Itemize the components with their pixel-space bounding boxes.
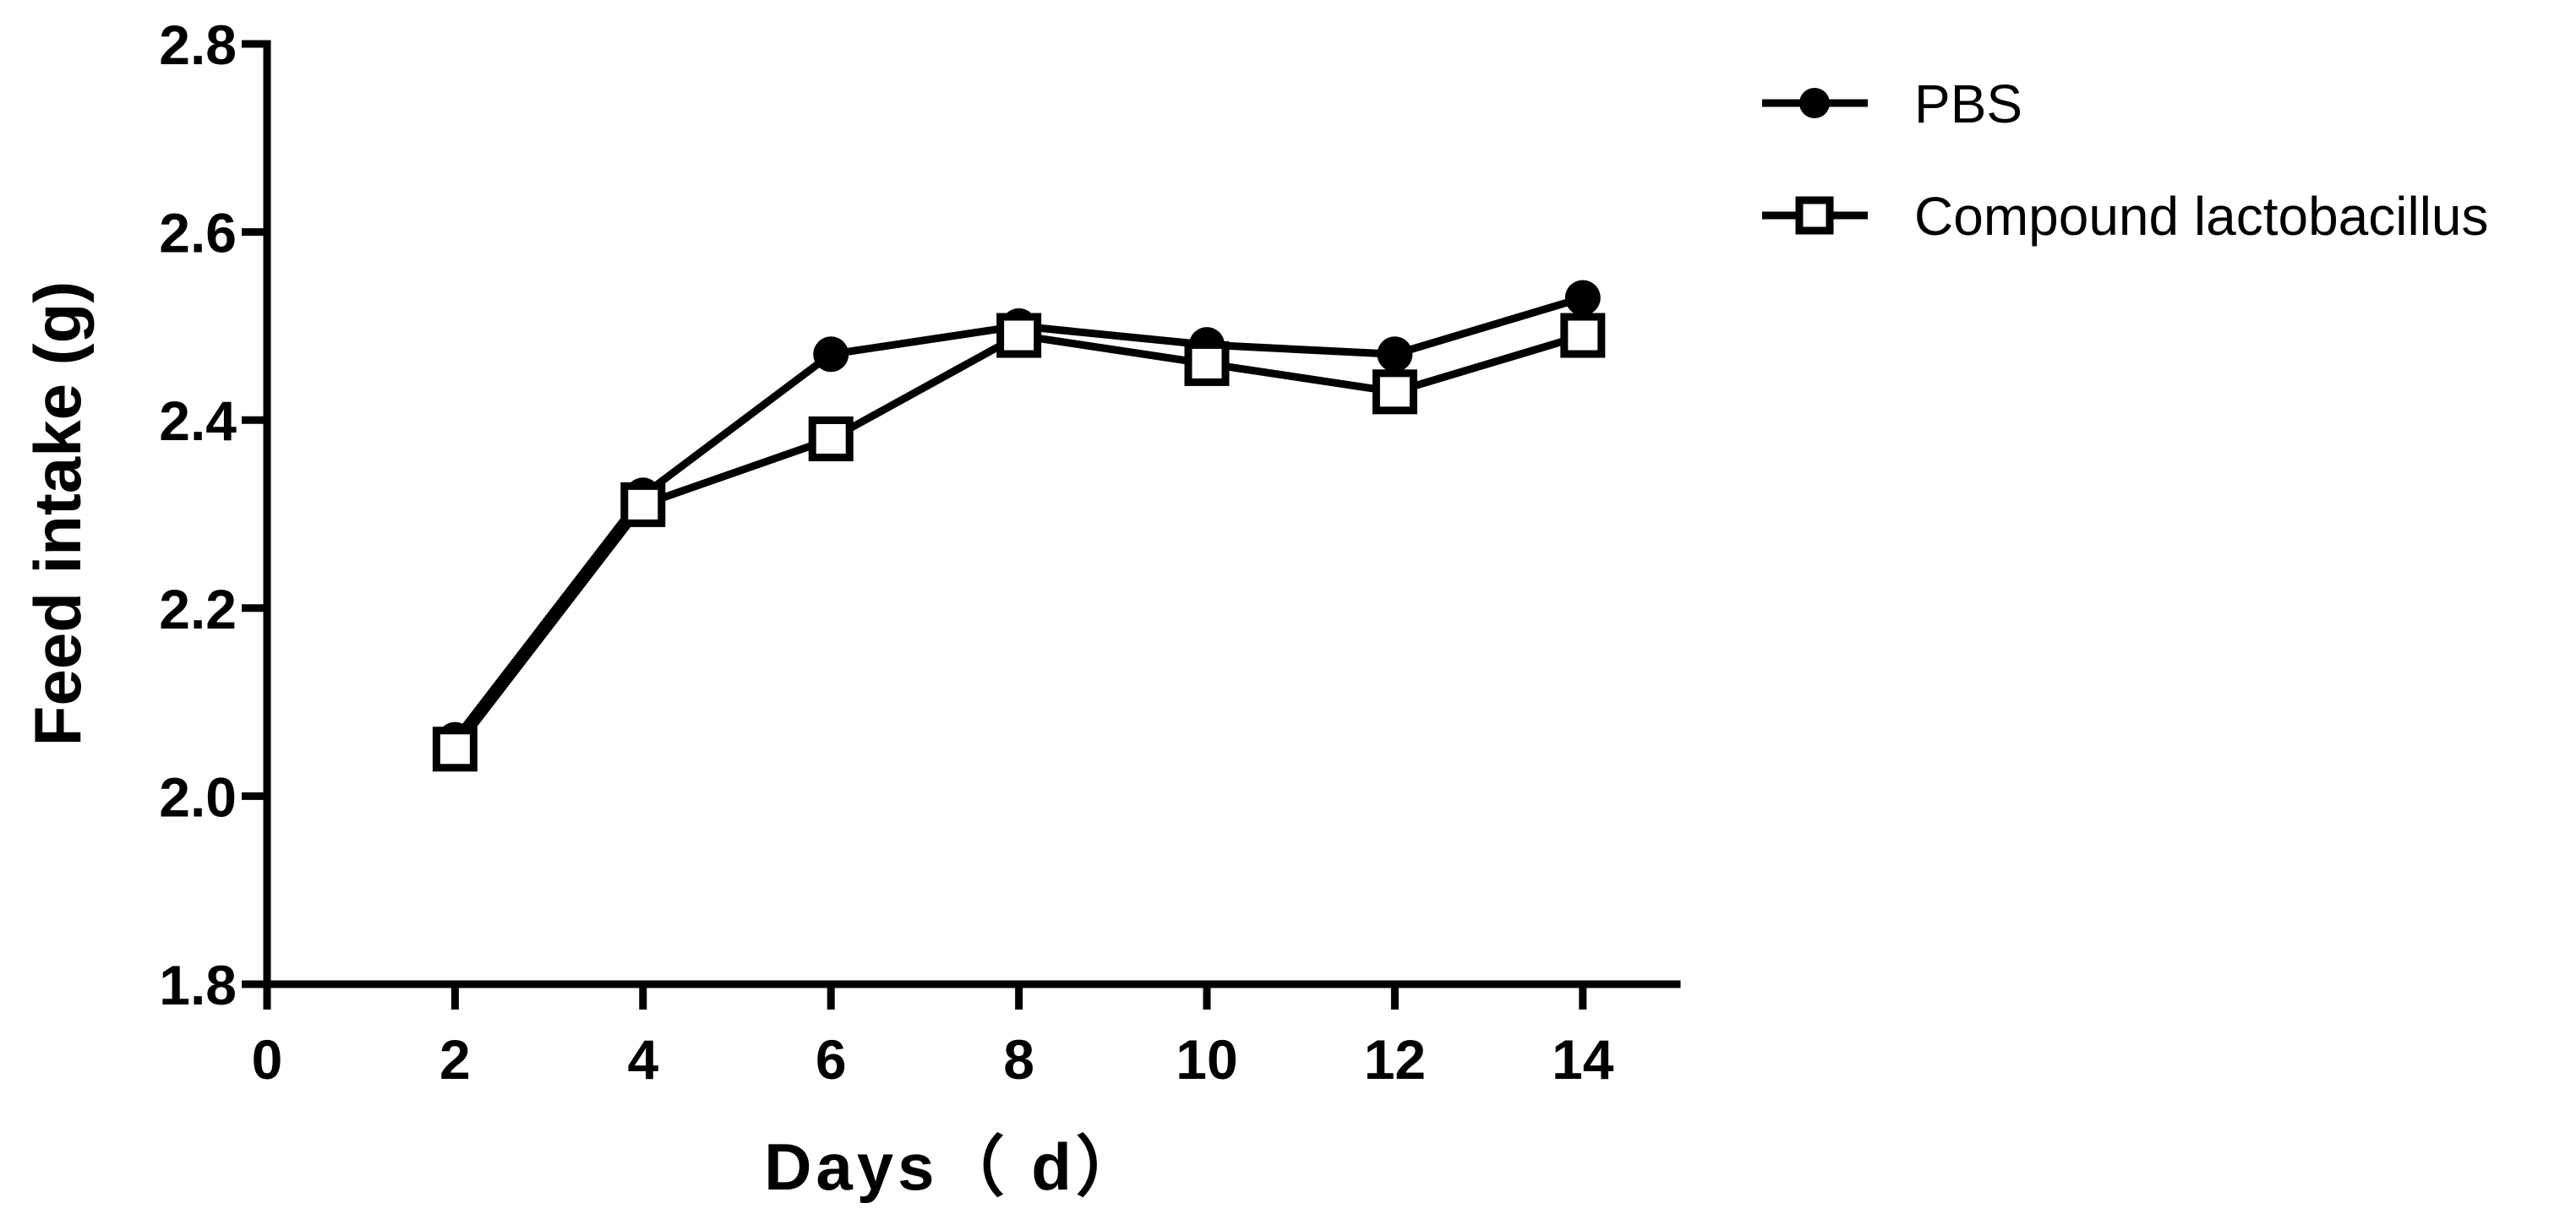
data-point-compound-lactobacillus xyxy=(808,416,854,461)
x-tick-label: 2 xyxy=(439,1028,471,1091)
y-tick-label: 2.2 xyxy=(159,578,237,640)
y-tick-label: 2.4 xyxy=(159,389,237,452)
data-point-compound-lactobacillus xyxy=(1560,313,1606,358)
data-point-compound-lactobacillus xyxy=(1184,340,1230,386)
axes xyxy=(263,40,1681,988)
data-point-pbs xyxy=(1377,336,1413,373)
y-tick-label: 2.8 xyxy=(159,14,237,76)
legend-marker-pbs xyxy=(1799,88,1830,118)
data-point-pbs xyxy=(813,336,849,373)
data-point-compound-lactobacillus xyxy=(1372,369,1417,415)
legend-label-pbs: PBS xyxy=(1914,73,2022,134)
y-tick-label: 1.8 xyxy=(159,954,237,1016)
data-point-pbs xyxy=(1564,280,1601,316)
y-tick-label: 2.0 xyxy=(159,765,237,828)
x-ticks: 0 2 4 6 8 10 12 14 xyxy=(252,984,1614,1091)
series-compound-lactobacillus xyxy=(432,313,1606,772)
x-tick-label: 8 xyxy=(1003,1028,1034,1091)
legend-item-compound-lactobacillus: Compound lactobacillus xyxy=(1762,186,2489,247)
x-axis-title: Days（ d） xyxy=(764,1130,1146,1204)
data-point-compound-lactobacillus xyxy=(432,727,478,772)
x-tick-label: 0 xyxy=(252,1028,283,1091)
y-tick-label: 2.6 xyxy=(159,202,237,264)
legend-item-pbs: PBS xyxy=(1762,73,2022,134)
data-point-compound-lactobacillus xyxy=(620,482,666,527)
x-tick-label: 14 xyxy=(1552,1028,1614,1091)
x-tick-label: 10 xyxy=(1176,1028,1237,1091)
x-tick-label: 4 xyxy=(627,1028,658,1091)
data-point-compound-lactobacillus xyxy=(996,313,1042,358)
legend: PBS Compound lactobacillus xyxy=(1762,73,2489,247)
series-layer xyxy=(432,280,1606,772)
y-ticks: 1.8 2.0 2.2 2.4 2.6 2.8 xyxy=(159,14,267,1016)
y-axis-title: Feed intake (g) xyxy=(20,281,95,746)
legend-label-compound-lactobacillus: Compound lactobacillus xyxy=(1914,186,2489,247)
x-tick-label: 12 xyxy=(1364,1028,1426,1091)
x-tick-label: 6 xyxy=(816,1028,847,1091)
legend-marker-compound-lactobacillus xyxy=(1795,196,1834,235)
